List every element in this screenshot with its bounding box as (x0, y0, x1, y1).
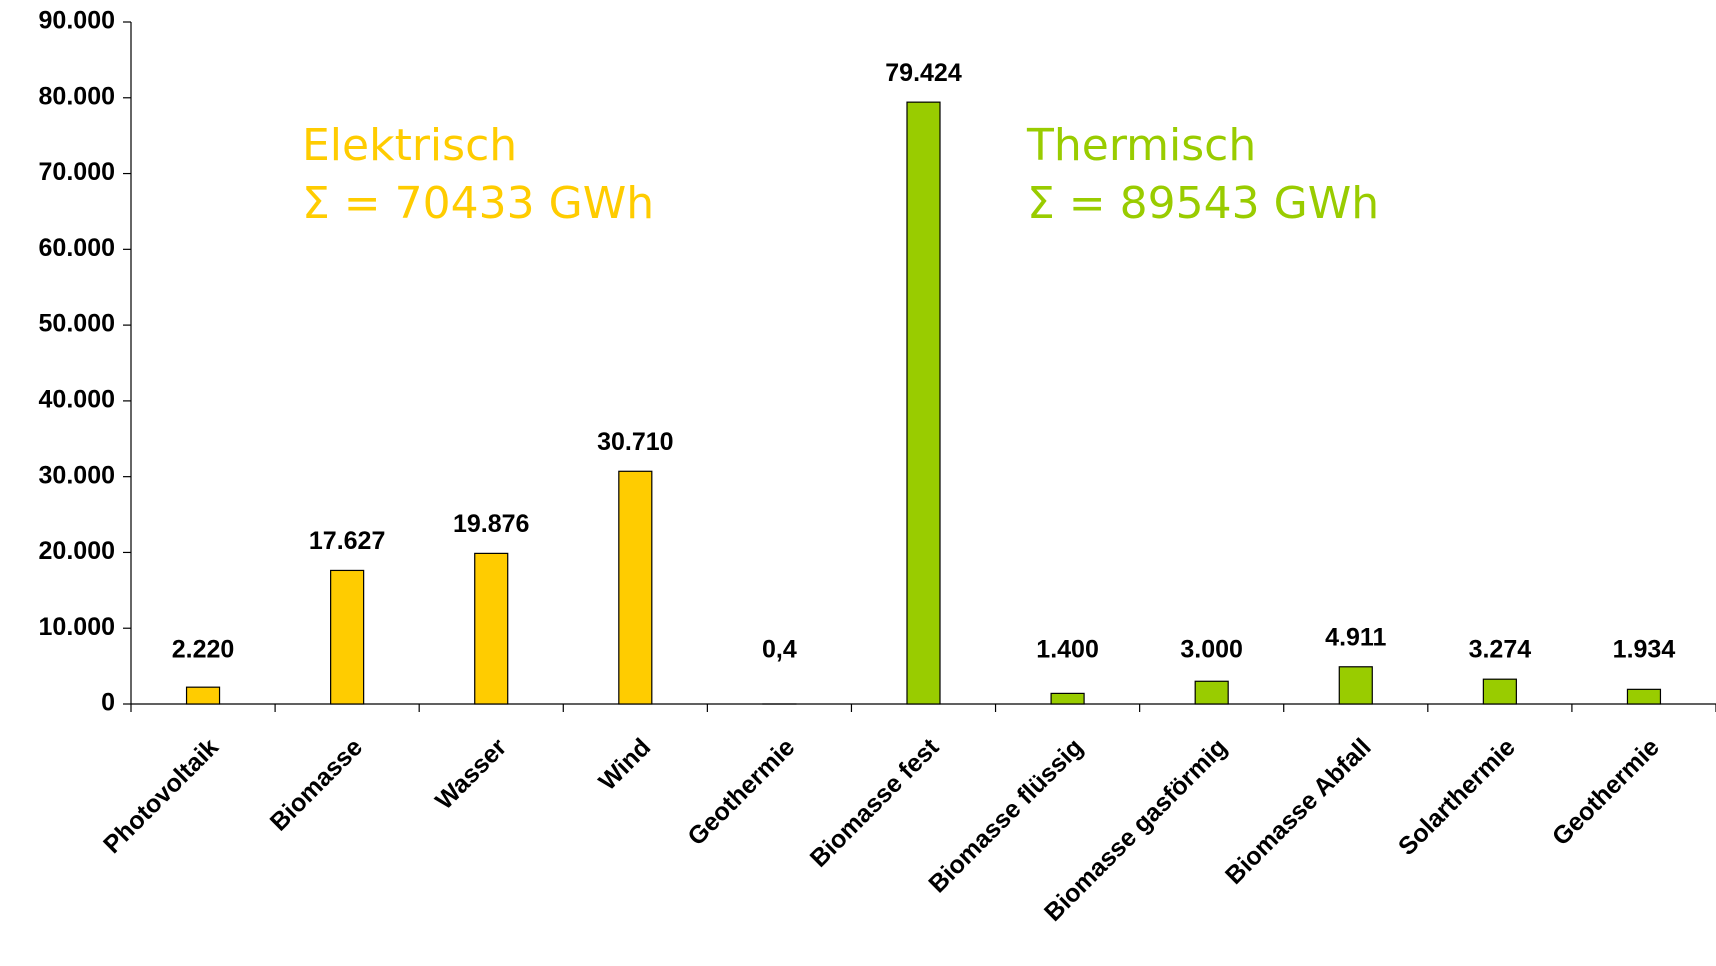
y-tick-label: 90.000 (39, 7, 115, 35)
annotation: Σ = 89543 GWh (1027, 178, 1379, 229)
annotation: Σ = 70433 GWh (302, 178, 654, 229)
value-label: 3.000 (1180, 636, 1243, 664)
x-tick-label: Biomasse (265, 733, 368, 836)
x-tick-label: Photovoltaik (98, 733, 224, 859)
x-tick-label: Geothermie (682, 733, 800, 851)
y-tick-label: 50.000 (39, 310, 115, 338)
bar (1194, 680, 1229, 705)
bar (185, 686, 221, 705)
value-label: 30.710 (597, 428, 673, 456)
x-tick-label: Biomasse fest (805, 733, 945, 873)
annotation: Elektrisch (302, 120, 517, 171)
y-tick-label: 10.000 (39, 613, 115, 641)
value-label: 1.400 (1036, 636, 1099, 664)
value-label: 19.876 (453, 510, 529, 538)
y-tick-label: 30.000 (39, 461, 115, 489)
value-label: 3.274 (1469, 636, 1532, 664)
bar (1338, 666, 1373, 705)
value-label: 17.627 (309, 527, 385, 555)
x-tick-label: Biomasse Abfall (1220, 733, 1377, 890)
x-tick-label: Wasser (430, 733, 512, 815)
y-tick-label: 0 (101, 689, 115, 717)
value-label: 4.911 (1325, 623, 1386, 651)
annotation: Thermisch (1026, 120, 1256, 171)
y-tick-label: 20.000 (39, 537, 115, 565)
x-tick-label: Solarthermie (1393, 733, 1521, 861)
value-label: 2.220 (172, 636, 235, 664)
x-tick-label: Geothermie (1547, 733, 1665, 851)
y-tick-label: 80.000 (39, 82, 115, 110)
y-tick-label: 60.000 (39, 234, 115, 262)
bar (1626, 688, 1662, 705)
value-label: 79.424 (885, 59, 962, 87)
y-tick-label: 70.000 (39, 158, 115, 186)
x-tick-label: Wind (593, 733, 656, 796)
bar (1482, 678, 1517, 705)
bar (330, 569, 365, 705)
bar (1050, 692, 1085, 705)
value-label: 0,4 (762, 636, 797, 664)
y-tick-label: 40.000 (39, 385, 115, 413)
bar (618, 470, 653, 705)
bar (474, 552, 509, 705)
x-tick-label: Biomasse flüssig (923, 733, 1088, 898)
value-label: 1.934 (1613, 636, 1676, 664)
bar (906, 101, 941, 705)
